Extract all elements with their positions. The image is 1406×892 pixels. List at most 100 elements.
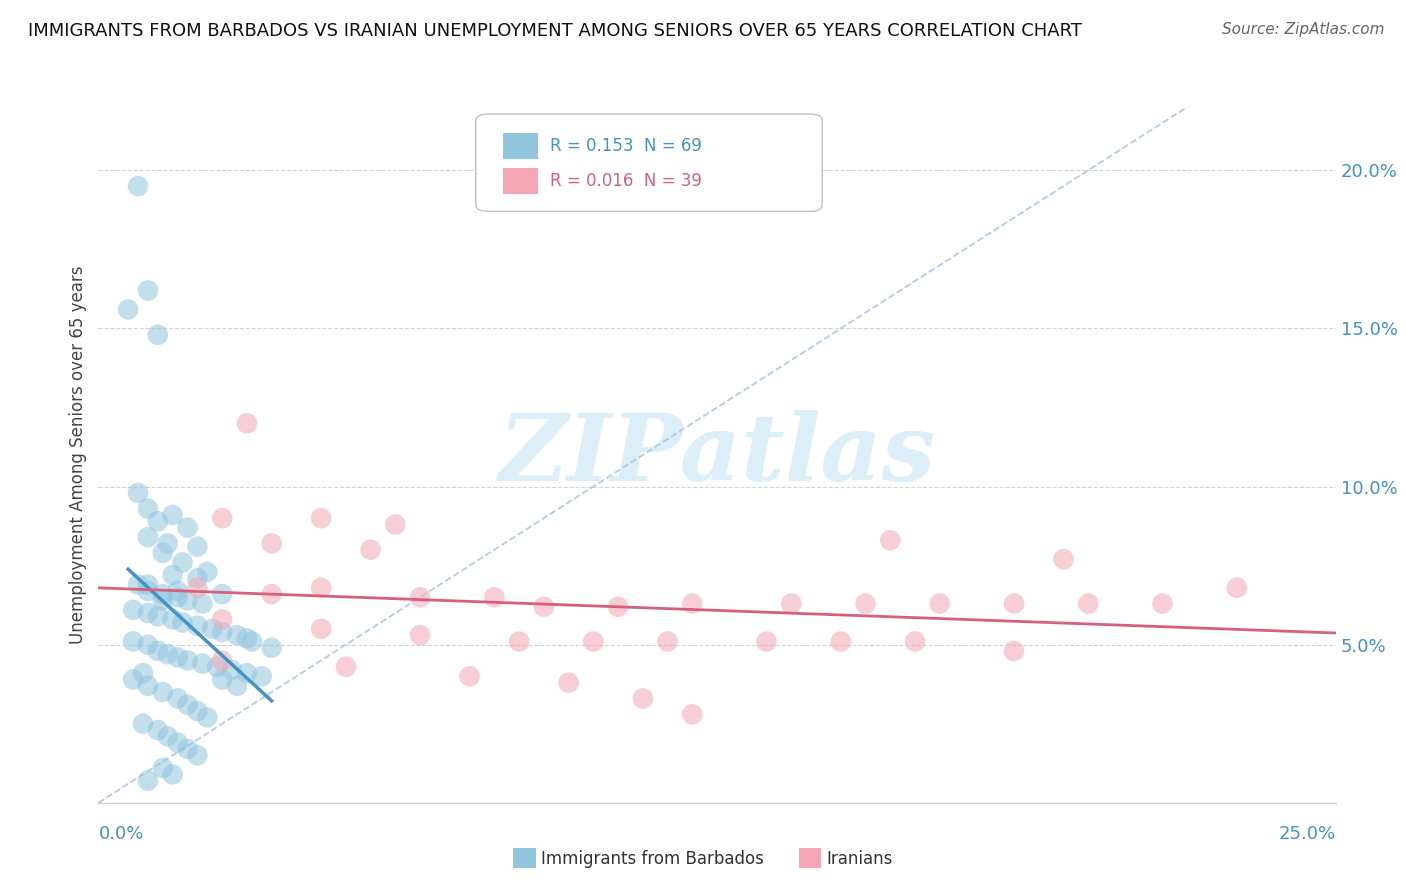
Point — [211, 653, 233, 667]
Point — [360, 542, 382, 557]
Point — [132, 666, 155, 681]
Point — [508, 634, 530, 648]
Point — [205, 660, 228, 674]
Text: R = 0.153  N = 69: R = 0.153 N = 69 — [550, 137, 702, 155]
Point — [162, 612, 184, 626]
Text: 0.0%: 0.0% — [98, 825, 143, 843]
Point — [236, 417, 259, 431]
Point — [260, 640, 283, 655]
Bar — [503, 133, 537, 159]
Bar — [503, 168, 537, 194]
Point — [250, 669, 273, 683]
Point — [226, 628, 249, 642]
Point — [166, 736, 188, 750]
Point — [186, 618, 208, 632]
Text: 25.0%: 25.0% — [1278, 825, 1336, 843]
Point — [127, 486, 149, 500]
Point — [211, 511, 233, 525]
Point — [309, 581, 332, 595]
Point — [236, 666, 259, 681]
Point — [156, 647, 179, 661]
Point — [162, 767, 184, 781]
Point — [136, 773, 159, 788]
Point — [146, 609, 169, 624]
Point — [136, 638, 159, 652]
Text: Immigrants from Barbados: Immigrants from Barbados — [541, 850, 765, 868]
Point — [136, 501, 159, 516]
Point — [162, 568, 184, 582]
Point — [681, 707, 703, 722]
Point — [176, 653, 198, 667]
Point — [484, 591, 506, 605]
Text: R = 0.016  N = 39: R = 0.016 N = 39 — [550, 172, 702, 190]
FancyBboxPatch shape — [475, 114, 823, 211]
Point — [146, 644, 169, 658]
Point — [166, 591, 188, 605]
Point — [260, 536, 283, 550]
Point — [681, 597, 703, 611]
Point — [156, 536, 179, 550]
Point — [166, 650, 188, 665]
Point — [755, 634, 778, 648]
Point — [186, 540, 208, 554]
Point — [152, 546, 174, 560]
Point — [904, 634, 927, 648]
Point — [226, 679, 249, 693]
Point — [1152, 597, 1174, 611]
Point — [240, 634, 263, 648]
Point — [136, 583, 159, 598]
Point — [136, 284, 159, 298]
Point — [335, 660, 357, 674]
Point — [122, 673, 145, 687]
Point — [152, 593, 174, 607]
Point — [176, 521, 198, 535]
Point — [191, 657, 214, 671]
Point — [152, 685, 174, 699]
Point — [1002, 644, 1025, 658]
Point — [879, 533, 901, 548]
Point — [176, 593, 198, 607]
Point — [127, 577, 149, 591]
Point — [409, 591, 432, 605]
Point — [409, 628, 432, 642]
Point — [172, 615, 194, 630]
Point — [162, 508, 184, 522]
Point — [1052, 552, 1074, 566]
Point — [195, 565, 218, 579]
Point — [152, 587, 174, 601]
Point — [186, 571, 208, 585]
Point — [132, 716, 155, 731]
Point — [236, 632, 259, 646]
Point — [136, 530, 159, 544]
Point — [458, 669, 481, 683]
Point — [221, 663, 243, 677]
Point — [607, 599, 630, 614]
Point — [533, 599, 555, 614]
Text: Iranians: Iranians — [827, 850, 893, 868]
Point — [1002, 597, 1025, 611]
Point — [156, 730, 179, 744]
Point — [830, 634, 852, 648]
Point — [201, 622, 224, 636]
Point — [211, 587, 233, 601]
Text: IMMIGRANTS FROM BARBADOS VS IRANIAN UNEMPLOYMENT AMONG SENIORS OVER 65 YEARS COR: IMMIGRANTS FROM BARBADOS VS IRANIAN UNEM… — [28, 22, 1083, 40]
Point — [211, 625, 233, 640]
Point — [191, 597, 214, 611]
Point — [122, 634, 145, 648]
Point — [172, 556, 194, 570]
Point — [136, 606, 159, 620]
Point — [127, 179, 149, 194]
Point — [152, 761, 174, 775]
Point — [146, 327, 169, 342]
Point — [146, 514, 169, 528]
Point — [166, 583, 188, 598]
Point — [384, 517, 406, 532]
Point — [855, 597, 877, 611]
Point — [928, 597, 950, 611]
Point — [309, 511, 332, 525]
Point — [1226, 581, 1249, 595]
Point — [136, 679, 159, 693]
Point — [186, 581, 208, 595]
Y-axis label: Unemployment Among Seniors over 65 years: Unemployment Among Seniors over 65 years — [69, 266, 87, 644]
Point — [117, 302, 139, 317]
